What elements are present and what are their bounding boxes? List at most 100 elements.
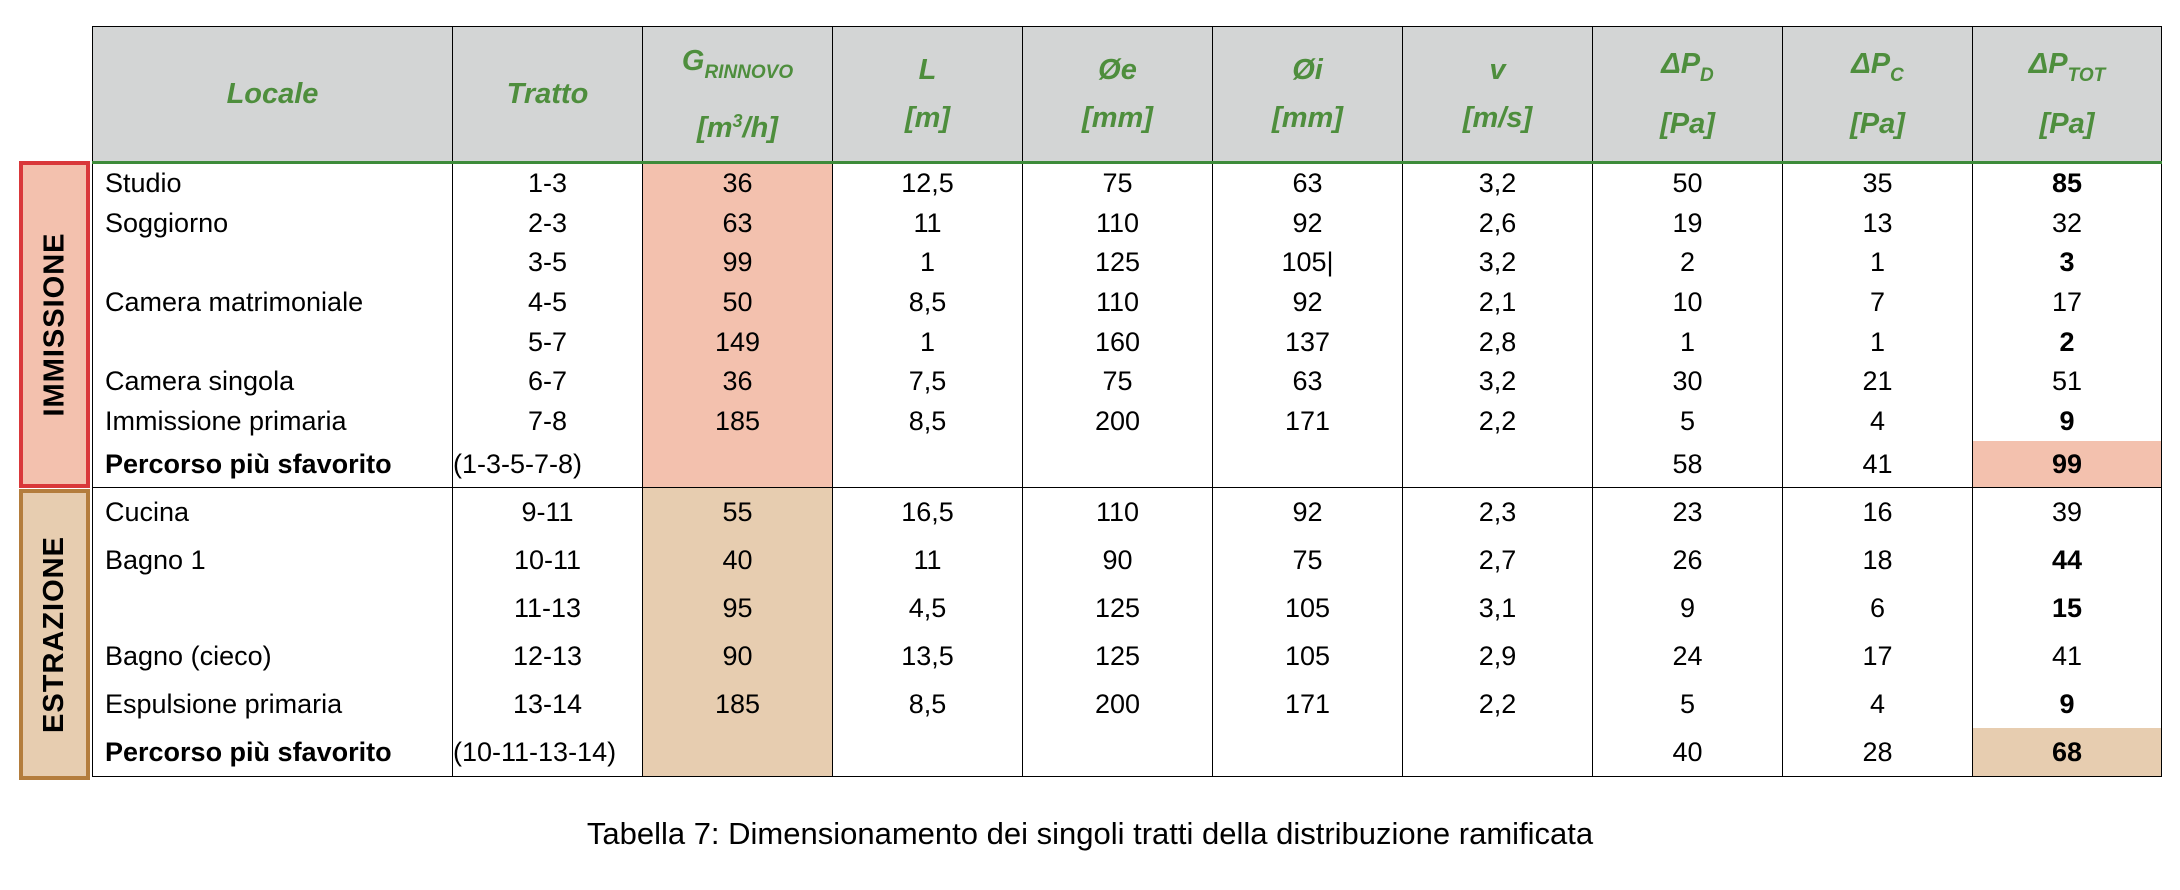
header-dpd: ΔPD [Pa] [1592, 26, 1783, 164]
table-row: 3-5 99 1 125 105| 3,2 2 1 3 [92, 243, 2162, 283]
cell-dpd: 30 [1592, 361, 1783, 402]
total-row-estrazione: Percorso più sfavorito (10-11-13-14) 40 … [92, 728, 2162, 778]
cell-dptot: 44 [1972, 536, 2162, 585]
table-row: Bagno 1 10-11 40 11 90 75 2,7 26 18 44 [92, 536, 2162, 585]
cell-l: 7,5 [832, 361, 1023, 402]
cell-dptot: 17 [1972, 282, 2162, 323]
cell-dpc: 35 [1782, 162, 1973, 204]
cell-v [1402, 728, 1593, 778]
table-row: Cucina 9-11 55 16,5 110 92 2,3 23 16 39 [92, 487, 2162, 537]
cell-g: 185 [642, 401, 833, 442]
cell-oe: 125 [1022, 243, 1213, 283]
header-v-unit: [m/s] [1462, 102, 1533, 134]
header-dptot: ΔPTOT [Pa] [1972, 26, 2162, 164]
cell-v: 2,1 [1402, 282, 1593, 323]
header-oi-label: Øi [1292, 54, 1323, 86]
cell-oi: 63 [1212, 361, 1403, 402]
cell-tratto: 7-8 [452, 401, 643, 442]
header-oi: Øi [mm] [1212, 26, 1403, 164]
cell-dptot: 9 [1972, 401, 2162, 442]
cell-v: 2,2 [1402, 401, 1593, 442]
cell-v: 2,3 [1402, 487, 1593, 537]
cell-l: 12,5 [832, 162, 1023, 204]
cell-v: 2,6 [1402, 203, 1593, 244]
header-g-unit-pre: [m [697, 111, 733, 144]
cell-l: 11 [832, 536, 1023, 585]
cell-tratto: 5-7 [452, 322, 643, 362]
cell-v: 2,9 [1402, 632, 1593, 681]
cell-dptot: 85 [1972, 162, 2162, 204]
cell-dpc: 41 [1782, 441, 1973, 488]
cell-locale [92, 243, 453, 283]
cell-oe: 160 [1022, 322, 1213, 362]
header-dpc-sub: C [1890, 65, 1904, 86]
table-caption: Tabella 7: Dimensionamento dei singoli t… [586, 816, 1594, 851]
header-dpc: ΔPC [Pa] [1782, 26, 1973, 164]
total-row-immissione: Percorso più sfavorito (1-3-5-7-8) 58 41… [92, 441, 2162, 488]
table-row: Studio 1-3 36 12,5 75 63 3,2 50 35 85 [92, 162, 2162, 204]
cell-dpd: 9 [1592, 584, 1783, 633]
cell-oi: 75 [1212, 536, 1403, 585]
cell-g: 99 [642, 243, 833, 283]
cell-dpd: 26 [1592, 536, 1783, 585]
table-row: 5-7 149 1 160 137 2,8 1 1 2 [92, 322, 2162, 362]
header-g-unit-sup: 3 [732, 110, 743, 131]
cell-oi [1212, 728, 1403, 778]
cell-dpd: 5 [1592, 680, 1783, 729]
cell-l [832, 728, 1023, 778]
cell-v: 2,7 [1402, 536, 1593, 585]
cell-dpd: 1 [1592, 322, 1783, 362]
cell-oe: 75 [1022, 162, 1213, 204]
cell-oi: 92 [1212, 487, 1403, 537]
cell-oe: 125 [1022, 584, 1213, 633]
table-row: Soggiorno 2-3 63 11 110 92 2,6 19 13 32 [92, 203, 2162, 244]
cell-g: 36 [642, 162, 833, 204]
cell-dpc: 21 [1782, 361, 1973, 402]
cell-dpc: 28 [1782, 728, 1973, 778]
cell-oe: 110 [1022, 203, 1213, 244]
cell-tratto: 3-5 [452, 243, 643, 283]
cell-oi: 171 [1212, 680, 1403, 729]
cell-g: 63 [642, 203, 833, 244]
cell-locale: Percorso più sfavorito [92, 441, 453, 488]
cell-l [832, 441, 1023, 488]
cell-dpc: 1 [1782, 322, 1973, 362]
cell-dpc: 17 [1782, 632, 1973, 681]
cell-locale: Camera singola [92, 361, 453, 402]
header-oe: Øe [mm] [1022, 26, 1213, 164]
header-l: L [m] [832, 26, 1023, 164]
cell-l: 8,5 [832, 282, 1023, 323]
cell-oe: 110 [1022, 282, 1213, 323]
cell-oe [1022, 728, 1213, 778]
cell-dptot: 68 [1972, 728, 2162, 778]
cell-locale: Immissione primaria [92, 401, 453, 442]
cell-v: 2,2 [1402, 680, 1593, 729]
section-estrazione-text: ESTRAZIONE [38, 536, 70, 733]
cell-dpd: 40 [1592, 728, 1783, 778]
cell-tratto: 10-11 [452, 536, 643, 585]
cell-l: 13,5 [832, 632, 1023, 681]
header-dpt-unit: [Pa] [2039, 108, 2095, 140]
cell-dpd: 58 [1592, 441, 1783, 488]
cell-tratto: 11-13 [452, 584, 643, 633]
cell-dpc: 13 [1782, 203, 1973, 244]
header-dpd-unit: [Pa] [1660, 108, 1715, 140]
cell-v: 3,2 [1402, 243, 1593, 283]
cell-dpd: 19 [1592, 203, 1783, 244]
cell-tratto: 13-14 [452, 680, 643, 729]
cell-dptot: 39 [1972, 487, 2162, 537]
cell-oe: 90 [1022, 536, 1213, 585]
cell-dpd: 2 [1592, 243, 1783, 283]
cell-dptot: 41 [1972, 632, 2162, 681]
section-label-estrazione: ESTRAZIONE [19, 489, 90, 780]
header-tratto: Tratto [452, 26, 643, 164]
table-row: Camera singola 6-7 36 7,5 75 63 3,2 30 2… [92, 361, 2162, 402]
cell-g: 50 [642, 282, 833, 323]
cell-locale: Cucina [92, 487, 453, 537]
cell-oe [1022, 441, 1213, 488]
cell-l: 1 [832, 243, 1023, 283]
cell-oi: 92 [1212, 203, 1403, 244]
cell-g: 36 [642, 361, 833, 402]
cell-l: 1 [832, 322, 1023, 362]
cell-dpc: 7 [1782, 282, 1973, 323]
